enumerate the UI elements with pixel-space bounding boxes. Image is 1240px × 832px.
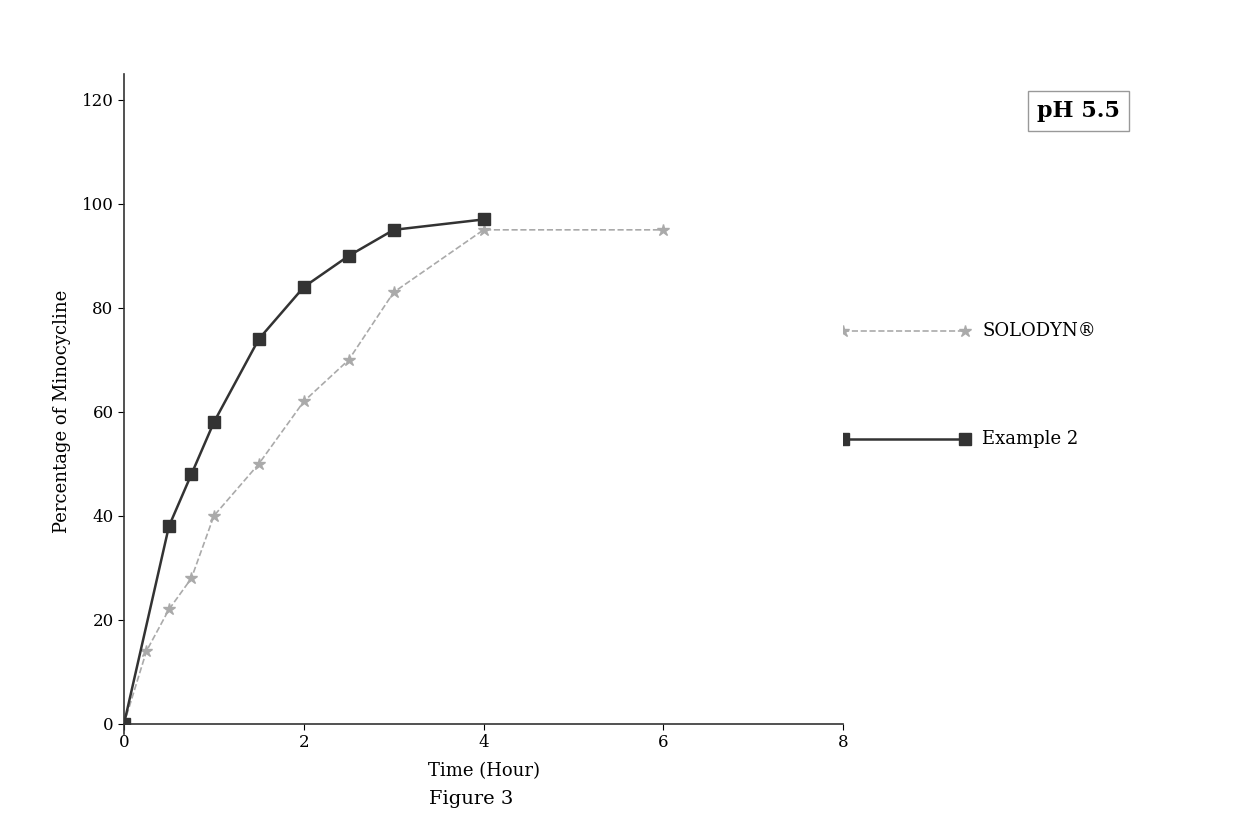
- SOLODYN®: [117, 719, 131, 729]
- Text: pH 5.5: pH 5.5: [1038, 100, 1120, 121]
- SOLODYN®: [296, 396, 311, 406]
- Example 2: [252, 334, 267, 344]
- SOLODYN®: [139, 646, 154, 656]
- SOLODYN®: [341, 354, 356, 364]
- Example 2: [296, 282, 311, 292]
- Line: Example 2: Example 2: [118, 213, 490, 730]
- Example 2: [476, 215, 491, 225]
- SOLODYN®: [252, 459, 267, 469]
- Example 2: [206, 418, 221, 428]
- SOLODYN®: [387, 287, 402, 297]
- Text: SOLODYN®: SOLODYN®: [982, 322, 1096, 340]
- Text: Example 2: Example 2: [982, 430, 1079, 448]
- Line: SOLODYN®: SOLODYN®: [118, 224, 670, 730]
- SOLODYN®: [161, 604, 176, 614]
- X-axis label: Time (Hour): Time (Hour): [428, 762, 539, 780]
- Example 2: [387, 225, 402, 235]
- SOLODYN®: [184, 573, 198, 583]
- Example 2: [117, 719, 131, 729]
- Y-axis label: Percentage of Minocycline: Percentage of Minocycline: [52, 290, 71, 533]
- Text: Figure 3: Figure 3: [429, 790, 513, 808]
- SOLODYN®: [656, 225, 671, 235]
- Example 2: [341, 251, 356, 261]
- Example 2: [161, 521, 176, 532]
- Example 2: [184, 469, 198, 479]
- SOLODYN®: [206, 511, 221, 521]
- SOLODYN®: [476, 225, 491, 235]
